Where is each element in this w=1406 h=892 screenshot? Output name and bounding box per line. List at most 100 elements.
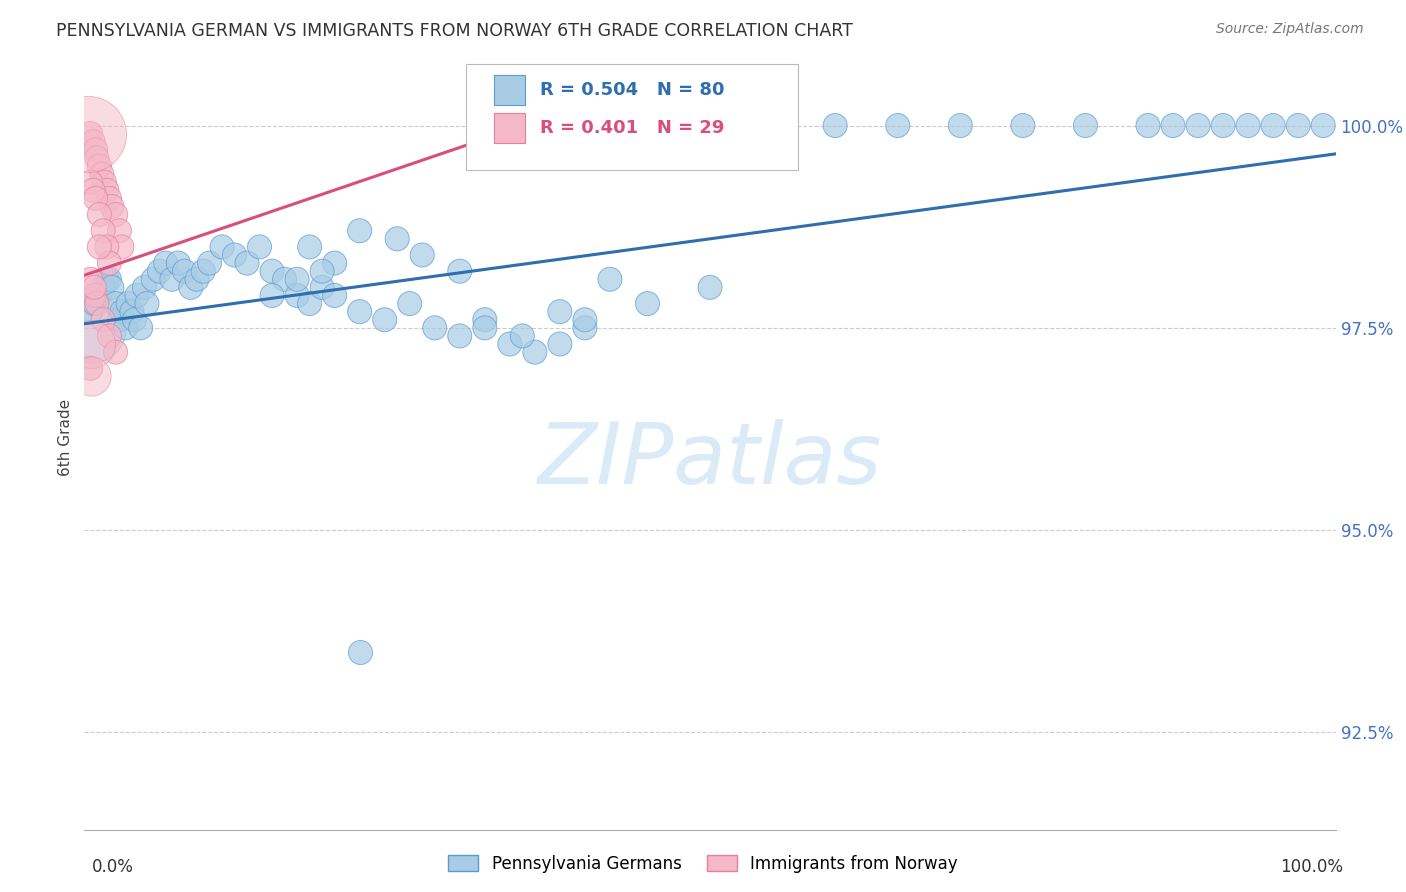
Point [77, 127, 100, 141]
Point [136, 296, 159, 310]
Point [111, 240, 134, 254]
Point [98, 329, 121, 343]
Point [762, 119, 785, 133]
Point [887, 119, 910, 133]
Point [193, 264, 215, 278]
Text: 0.0%: 0.0% [91, 858, 134, 876]
Point [349, 644, 371, 658]
Point [1312, 119, 1334, 133]
Point [96, 240, 118, 254]
Point [198, 256, 221, 270]
Point [499, 337, 522, 351]
Point [1012, 119, 1035, 133]
FancyBboxPatch shape [465, 64, 797, 170]
Point [173, 264, 195, 278]
Point [91, 280, 114, 294]
Point [323, 256, 346, 270]
Point [311, 264, 333, 278]
Text: Source: ZipAtlas.com: Source: ZipAtlas.com [1216, 22, 1364, 37]
Point [449, 264, 471, 278]
Point [1212, 119, 1234, 133]
Point [548, 337, 571, 351]
Point [86, 296, 108, 310]
Point [249, 240, 271, 254]
Point [548, 304, 571, 318]
Point [114, 321, 136, 335]
Point [398, 296, 420, 310]
Point [134, 280, 156, 294]
Point [96, 183, 118, 197]
Point [374, 312, 396, 326]
Point [83, 280, 105, 294]
Point [91, 224, 114, 238]
Bar [494, 113, 524, 143]
Point [180, 280, 202, 294]
Point [129, 321, 152, 335]
Point [84, 143, 107, 157]
Point [86, 151, 108, 165]
Point [637, 296, 659, 310]
Point [285, 288, 308, 302]
Point [89, 288, 111, 302]
Point [298, 296, 321, 310]
Point [82, 183, 104, 197]
Point [949, 119, 972, 133]
Point [298, 240, 321, 254]
Point [411, 248, 433, 262]
Legend: Pennsylvania Germans, Immigrants from Norway: Pennsylvania Germans, Immigrants from No… [441, 848, 965, 880]
Point [323, 288, 346, 302]
Point [224, 248, 246, 262]
Point [1286, 119, 1309, 133]
Point [90, 167, 112, 181]
Point [84, 191, 107, 205]
Point [262, 264, 284, 278]
Point [160, 272, 183, 286]
Text: R = 0.504   N = 80: R = 0.504 N = 80 [540, 81, 724, 99]
Point [385, 232, 409, 246]
Point [273, 272, 295, 286]
Point [89, 240, 111, 254]
Text: PENNSYLVANIA GERMAN VS IMMIGRANTS FROM NORWAY 6TH GRADE CORRELATION CHART: PENNSYLVANIA GERMAN VS IMMIGRANTS FROM N… [56, 22, 853, 40]
Point [449, 329, 471, 343]
Point [1161, 119, 1184, 133]
Point [124, 312, 146, 326]
Point [699, 119, 721, 133]
Point [79, 175, 101, 189]
Point [142, 272, 165, 286]
Point [111, 304, 134, 318]
Point [125, 288, 148, 302]
Point [599, 272, 621, 286]
Point [98, 272, 121, 286]
Point [79, 361, 101, 376]
Point [574, 312, 596, 326]
Point [104, 296, 127, 310]
Point [1187, 119, 1209, 133]
Point [117, 296, 139, 310]
Point [79, 272, 101, 286]
Point [311, 280, 333, 294]
Point [79, 321, 101, 335]
Point [79, 337, 101, 351]
Point [148, 264, 170, 278]
Text: ZIPatlas: ZIPatlas [538, 419, 882, 502]
Point [89, 159, 111, 173]
Point [96, 272, 118, 286]
Point [167, 256, 190, 270]
Point [89, 208, 111, 222]
Point [101, 199, 124, 213]
Point [93, 175, 115, 189]
Point [98, 256, 121, 270]
Point [79, 127, 101, 141]
Point [104, 345, 127, 359]
Point [1074, 119, 1097, 133]
Point [349, 304, 371, 318]
Point [512, 329, 534, 343]
Point [155, 256, 177, 270]
Text: R = 0.401   N = 29: R = 0.401 N = 29 [540, 119, 724, 136]
Point [1136, 119, 1159, 133]
Point [83, 296, 105, 310]
Point [104, 208, 127, 222]
Point [82, 135, 104, 149]
Point [79, 369, 101, 384]
Point [186, 272, 208, 286]
